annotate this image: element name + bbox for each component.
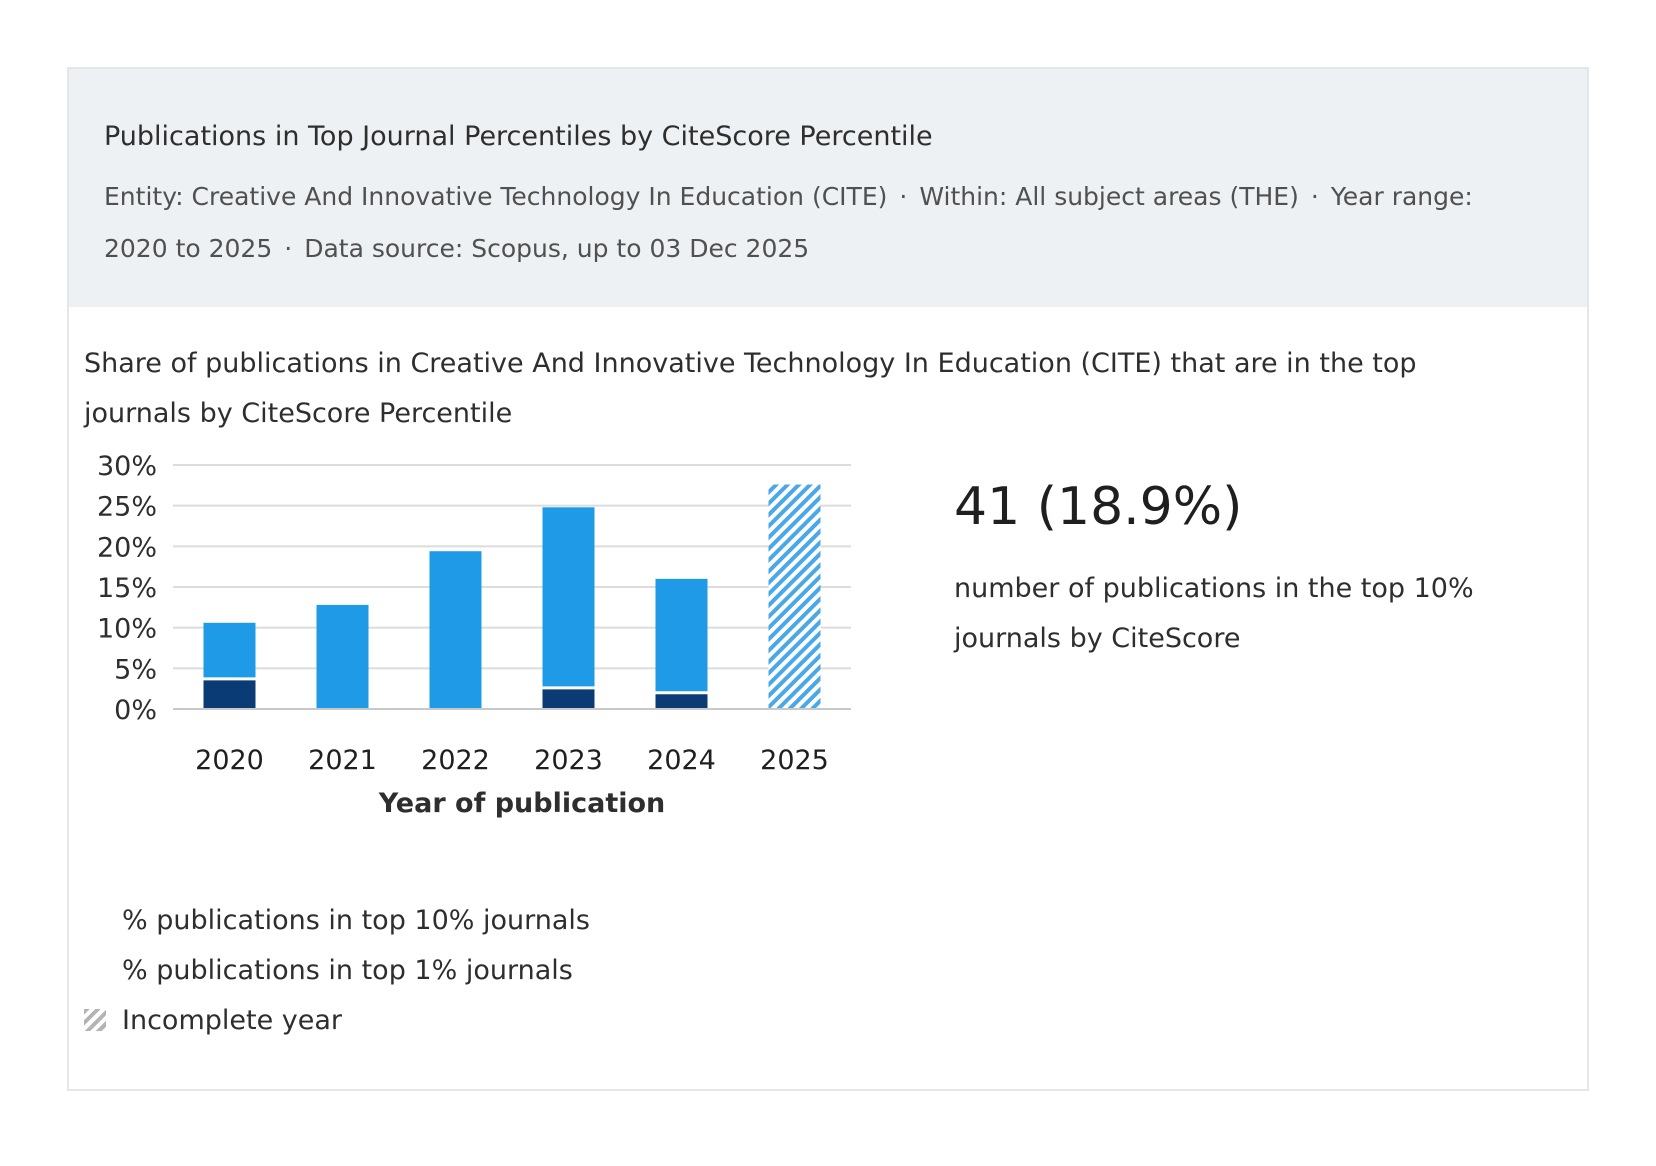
data-source-text: Data source: Scopus, up to 03 Dec 2025 — [304, 234, 810, 263]
bar-top10-2024 — [655, 578, 708, 709]
chart-card: Publications in Top Journal Percentiles … — [67, 67, 1589, 1091]
x-axis-title: Year of publication — [378, 788, 666, 819]
y-tick-label: 0% — [114, 695, 157, 726]
legend-label-incomplete: Incomplete year — [122, 1004, 343, 1036]
bar-top1-2020 — [203, 678, 256, 709]
bar-chart: 0% 5% 10% 15% 20% 25% 30% 2020 2021 2022 2023 2024 2… — [97, 451, 851, 819]
x-tick-label: 2022 — [421, 745, 490, 776]
legend-item-top1: % publications in top 1% journals — [84, 945, 590, 995]
y-tick-label: 20% — [97, 532, 157, 563]
x-tick-label: 2024 — [647, 745, 716, 776]
x-tick-label: 2021 — [308, 745, 377, 776]
separator-dot: · — [1310, 182, 1319, 211]
bar-top10-2022 — [429, 551, 482, 709]
card-header: Publications in Top Journal Percentiles … — [69, 69, 1587, 307]
x-tick-label: 2025 — [760, 745, 829, 776]
hatch-pattern-icon — [84, 1009, 106, 1031]
legend-swatch-top10 — [84, 907, 110, 933]
x-tick-label: 2020 — [195, 745, 264, 776]
y-tick-label: 10% — [97, 614, 157, 645]
card-metadata: Entity: Creative And Innovative Technolo… — [104, 171, 1524, 275]
within-text: Within: All subject areas (THE) — [919, 182, 1299, 211]
y-tick-label: 25% — [97, 492, 157, 523]
bar-top1-2023 — [542, 687, 595, 709]
legend-label-top1: % publications in top 1% journals — [122, 954, 573, 986]
year-range-value: 2020 to 2025 — [104, 234, 273, 263]
legend: % publications in top 10% journals % pub… — [84, 895, 590, 1045]
kpi-description: number of publications in the top 10% jo… — [954, 573, 1474, 654]
chart-subtitle: Share of publications in Creative And In… — [84, 348, 1417, 429]
bar-top10-2025 — [768, 484, 821, 709]
year-range-label: Year range: — [1330, 182, 1473, 211]
x-tick-label: 2023 — [534, 745, 603, 776]
kpi-value: 41 (18.9%) — [954, 477, 1243, 537]
separator-dot: · — [899, 182, 908, 211]
bar-top10-2021 — [316, 604, 369, 709]
bar-top10-2023 — [542, 507, 595, 709]
y-tick-label: 15% — [97, 573, 157, 604]
legend-item-top10: % publications in top 10% journals — [84, 895, 590, 945]
bar-top1-2024 — [655, 692, 708, 709]
legend-item-incomplete: Incomplete year — [84, 995, 590, 1045]
y-tick-label: 5% — [114, 654, 157, 685]
separator-dot: · — [284, 234, 293, 263]
legend-swatch-top1 — [84, 957, 110, 983]
card-title: Publications in Top Journal Percentiles … — [104, 121, 933, 152]
y-tick-label: 30% — [97, 451, 157, 482]
entity-text: Entity: Creative And Innovative Technolo… — [104, 182, 888, 211]
legend-label-top10: % publications in top 10% journals — [122, 904, 590, 936]
